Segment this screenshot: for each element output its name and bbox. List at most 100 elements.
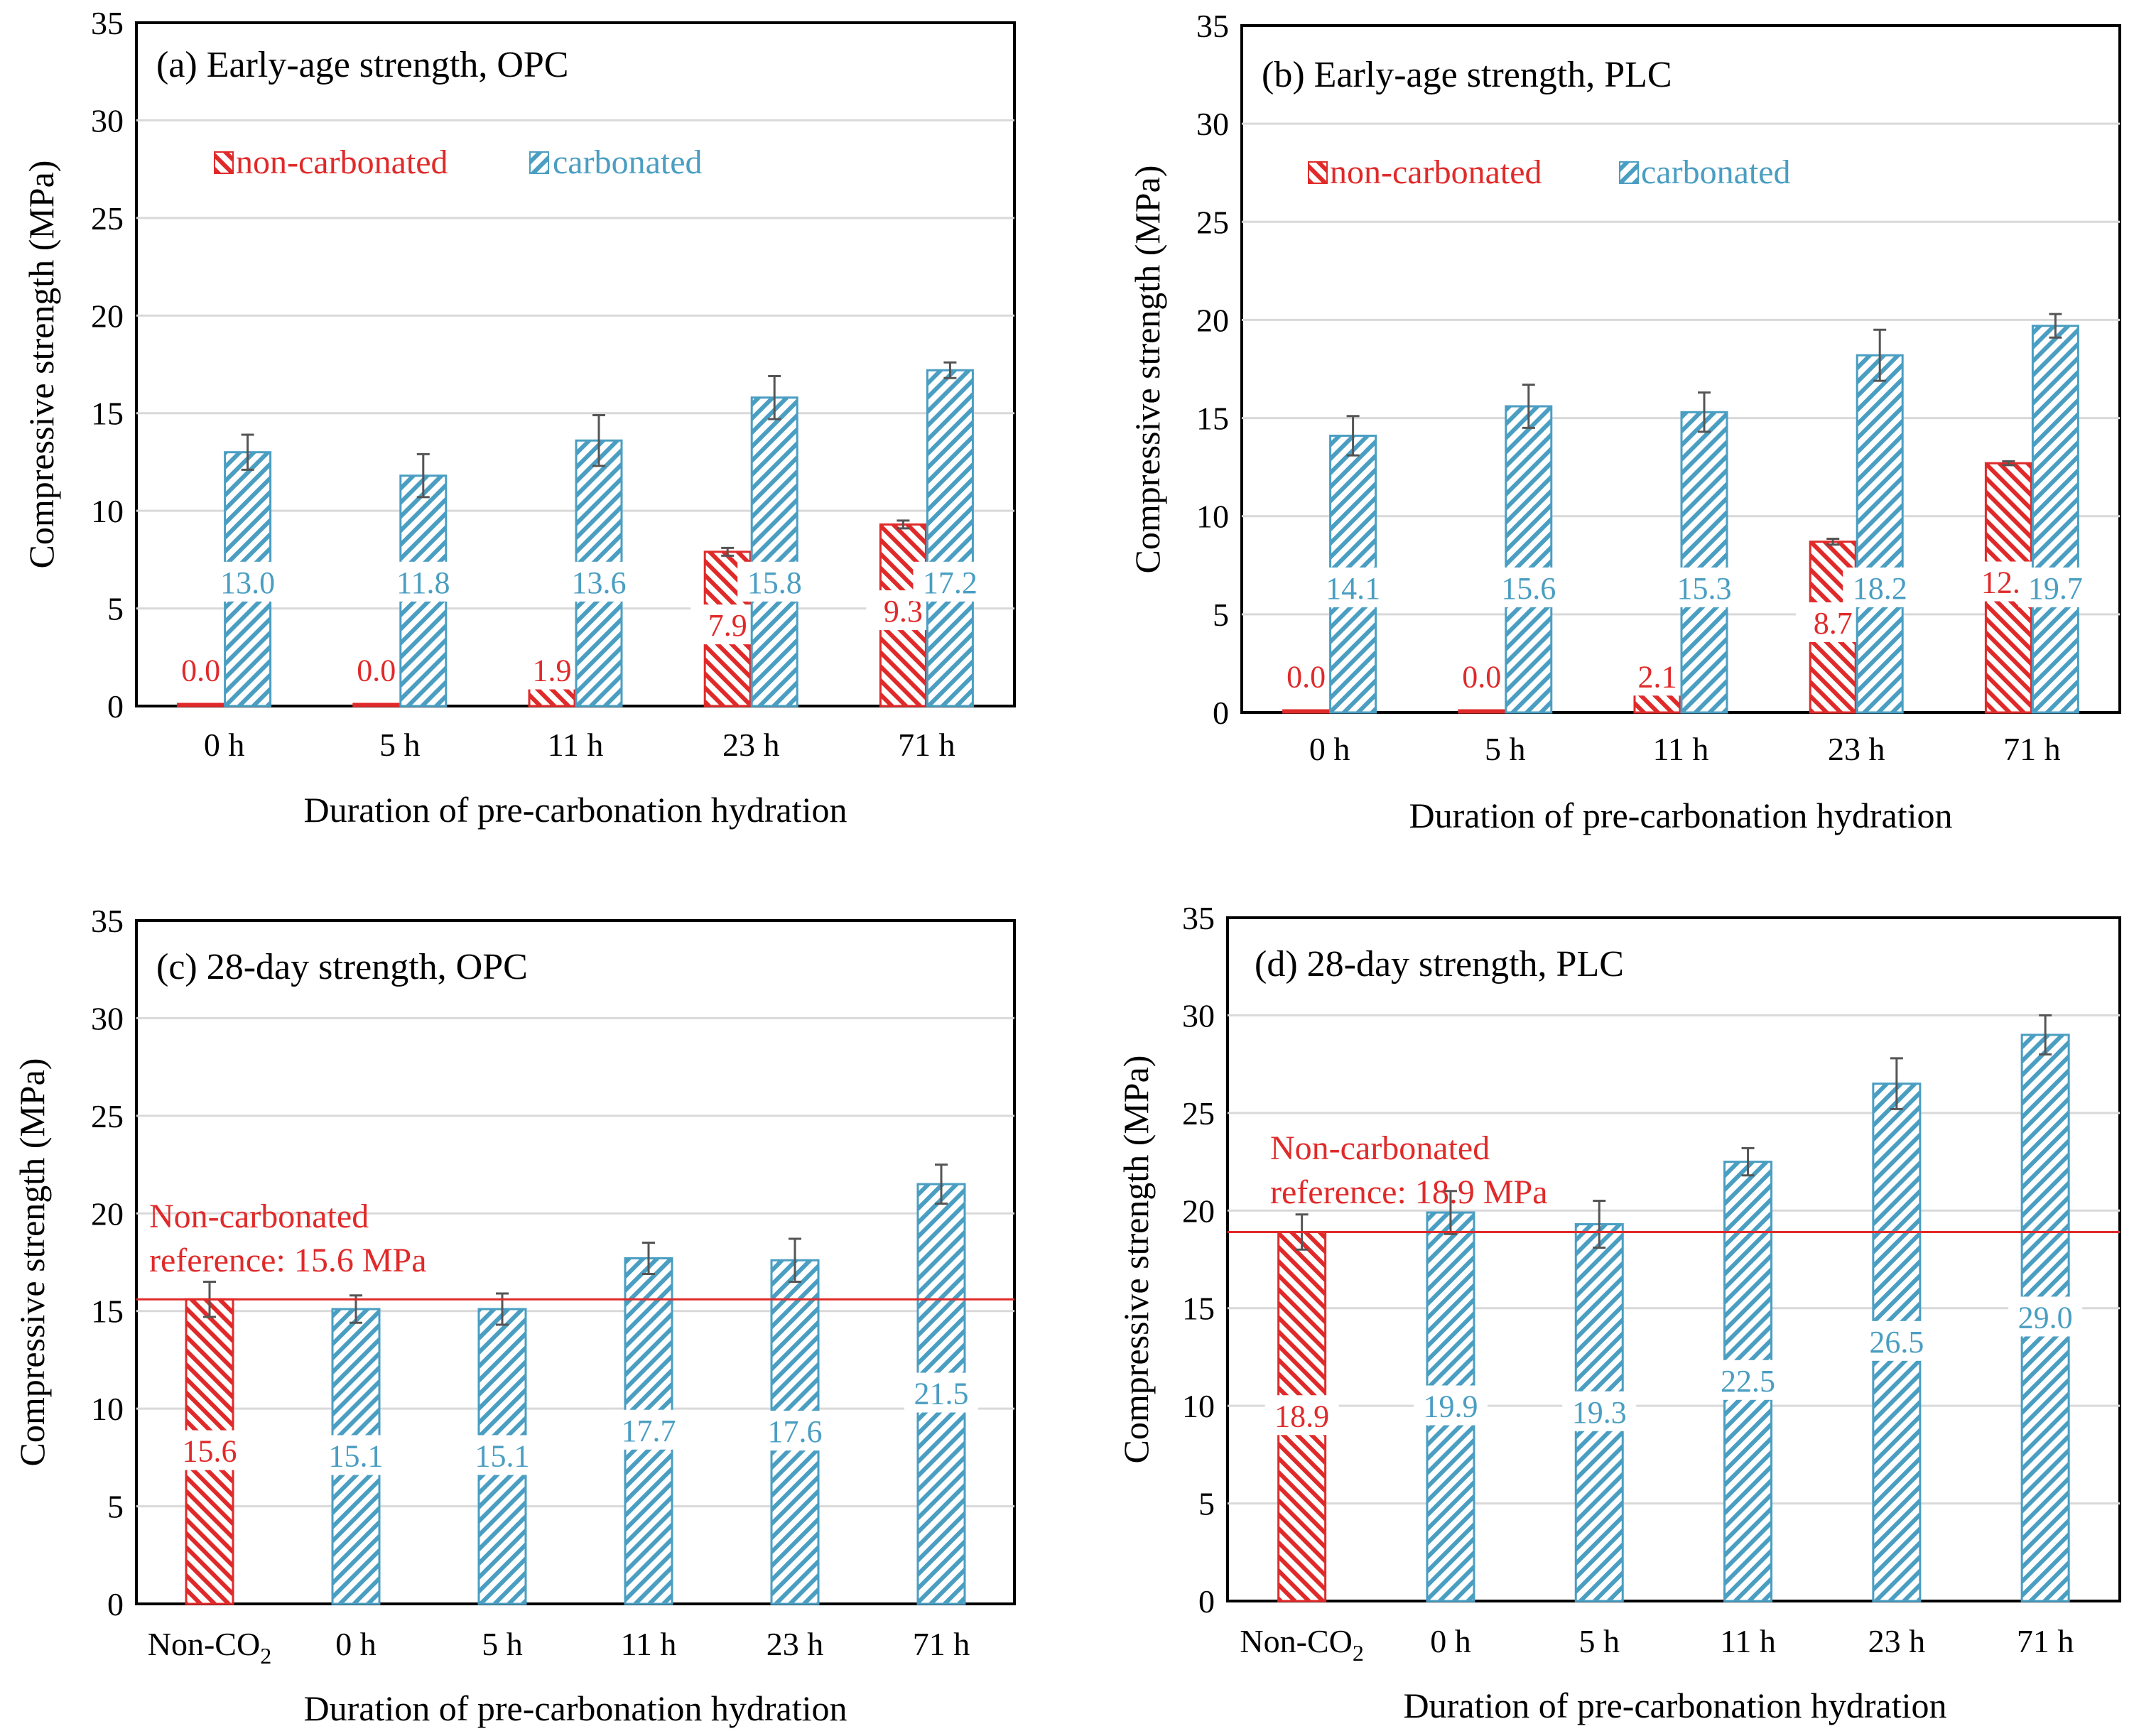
x-tick-label: 71 h [913, 1626, 970, 1662]
y-tick-label: 0 [1213, 695, 1229, 731]
data-label: 15.3 [1677, 571, 1732, 606]
y-tick-label: 0 [107, 688, 124, 725]
reference-annotation-c: Non-carbonated reference: 15.6 MPa [136, 1198, 1014, 1301]
legend-swatch-non-carbonated-b [1308, 161, 1328, 184]
data-label-bg [1711, 1360, 1785, 1400]
x-tick-label: 5 h [1579, 1623, 1620, 1659]
y-tick-label: 5 [107, 1489, 124, 1525]
data-label-bg [758, 1411, 832, 1451]
y-tick-label: 20 [1196, 302, 1229, 338]
y-tick-label: 10 [91, 493, 124, 529]
data-label-bg [1843, 567, 1917, 607]
bar-non-carbonated [1458, 709, 1506, 714]
y-tick-label: 20 [91, 298, 124, 334]
y-tick-label: 25 [1196, 204, 1229, 240]
y-tick-label: 15 [91, 396, 124, 432]
y-tick-label: 30 [91, 102, 124, 139]
x-tick-label: 11 h [548, 727, 604, 763]
legend-label-carbonated-a: carbonated [553, 143, 703, 181]
x-axis-label-d: Duration of pre-carbonation hydration [1403, 1686, 1946, 1725]
data-label-bg [913, 561, 987, 602]
bar-non-carbonated [352, 702, 401, 707]
x-axis-label-a: Duration of pre-carbonation hydration [303, 790, 847, 830]
y-tick-label: 15 [1196, 401, 1229, 437]
y-tick-label: 20 [91, 1195, 124, 1232]
data-label: 1.9 [533, 653, 572, 688]
data-label: 14.1 [1326, 571, 1380, 606]
x-tick-subscript: 2 [1353, 1640, 1364, 1666]
data-label: 17.7 [622, 1414, 676, 1448]
x-tick-label: 5 h [379, 727, 421, 763]
y-axis-b: 0 5 10 15 20 25 30 35 [1196, 8, 1229, 731]
grid-d [1228, 1014, 2120, 1505]
bar-carbonated [1680, 411, 1728, 714]
y-axis-label-d: Compressive strength (MPa) [1116, 1056, 1156, 1464]
data-label-bg [1859, 1320, 1934, 1361]
data-label-bg [386, 561, 460, 602]
y-tick-label: 20 [1182, 1193, 1215, 1229]
data-label: 26.5 [1869, 1325, 1924, 1360]
y-axis-label-a: Compressive strength (MPa) [21, 161, 61, 569]
data-label: 17.2 [923, 565, 977, 600]
data-label: 0.0 [357, 653, 396, 688]
legend-swatch-non-carbonated-a [214, 151, 234, 174]
data-label: 19.9 [1423, 1389, 1478, 1424]
data-label: 0.0 [1287, 659, 1326, 694]
x-axis-c: Non-CO2 0 h 5 h 11 h 23 h 71 h [148, 1626, 970, 1669]
y-tick-label: 10 [91, 1391, 124, 1427]
x-tick-label: 23 h [722, 727, 780, 763]
x-axis-d: Non-CO2 0 h 5 h 11 h 23 h 71 h [1240, 1623, 2074, 1666]
legend-label-non-carbonated-a: non-carbonated [236, 143, 448, 181]
data-label: 21.5 [914, 1377, 969, 1411]
x-tick-label: 23 h [1868, 1623, 1926, 1659]
x-tick-label: 0 h [335, 1626, 377, 1662]
reference-annotation-d: Non-carbonated reference: 18.9 MPa [1228, 1129, 2120, 1234]
reference-label-line1-d: Non-carbonated [1270, 1129, 1490, 1167]
x-tick-label: Non-CO2 [1240, 1623, 1363, 1666]
x-tick-subscript: 2 [260, 1643, 271, 1669]
data-label: 0.0 [1462, 659, 1501, 694]
y-tick-label: 35 [1196, 8, 1229, 44]
x-tick-label: Non-CO2 [148, 1626, 271, 1669]
legend-b: non-carbonated carbonated [1308, 153, 1791, 191]
data-label-bg [1413, 1385, 1488, 1426]
data-label: 19.3 [1572, 1395, 1627, 1430]
data-label: 17.6 [768, 1414, 823, 1449]
y-tick-label: 35 [91, 5, 124, 41]
data-label-bg [1562, 1391, 1637, 1431]
legend-a: non-carbonated carbonated [214, 143, 703, 181]
y-axis-a: 0 5 10 15 20 25 30 35 [91, 5, 124, 725]
x-axis-b: 0 h 5 h 11 h 23 h 71 h [1309, 731, 2061, 767]
bars-c: 15.6 15.1 15.1 17.7 17.6 21.5 [173, 1163, 978, 1605]
bar-non-carbonated [177, 702, 225, 707]
bars-d: 18.9 19.9 19.3 22.5 26.5 29.0 [1264, 1014, 2083, 1602]
data-label: 0.0 [181, 653, 220, 688]
data-label-bg [2008, 1296, 2083, 1337]
data-label: 15.1 [329, 1438, 384, 1473]
bars-b: 0.014.10.015.62.115.38.718.2 12.719.7 [1269, 313, 2093, 714]
x-tick-label: 11 h [1720, 1623, 1776, 1659]
data-label-bg [737, 561, 812, 602]
data-label: 8.7 [1814, 606, 1853, 641]
data-label-bg [173, 1430, 247, 1470]
bar-non-carbonated [1282, 709, 1331, 714]
y-axis-d: 0 5 10 15 20 25 30 35 [1182, 900, 1215, 1620]
grid-c [136, 1016, 1014, 1508]
bar-carbonated [926, 369, 974, 707]
y-tick-label: 5 [1198, 1486, 1215, 1522]
data-label-bg [465, 1435, 539, 1475]
data-label-bg [1316, 567, 1390, 607]
y-tick-label: 35 [1182, 900, 1215, 936]
y-axis-label-c: Compressive strength (MPa) [12, 1058, 52, 1467]
plot-frame-c [135, 919, 1016, 1605]
legend-swatch-carbonated-a [529, 151, 549, 174]
y-axis-c: 0 5 10 15 20 25 30 35 [91, 903, 124, 1622]
plot-frame-d [1226, 916, 2121, 1602]
data-label: 7.9 [708, 608, 747, 643]
data-label-bg [562, 561, 636, 602]
y-tick-label: 25 [1182, 1095, 1215, 1132]
data-label: 18.9 [1274, 1399, 1329, 1433]
